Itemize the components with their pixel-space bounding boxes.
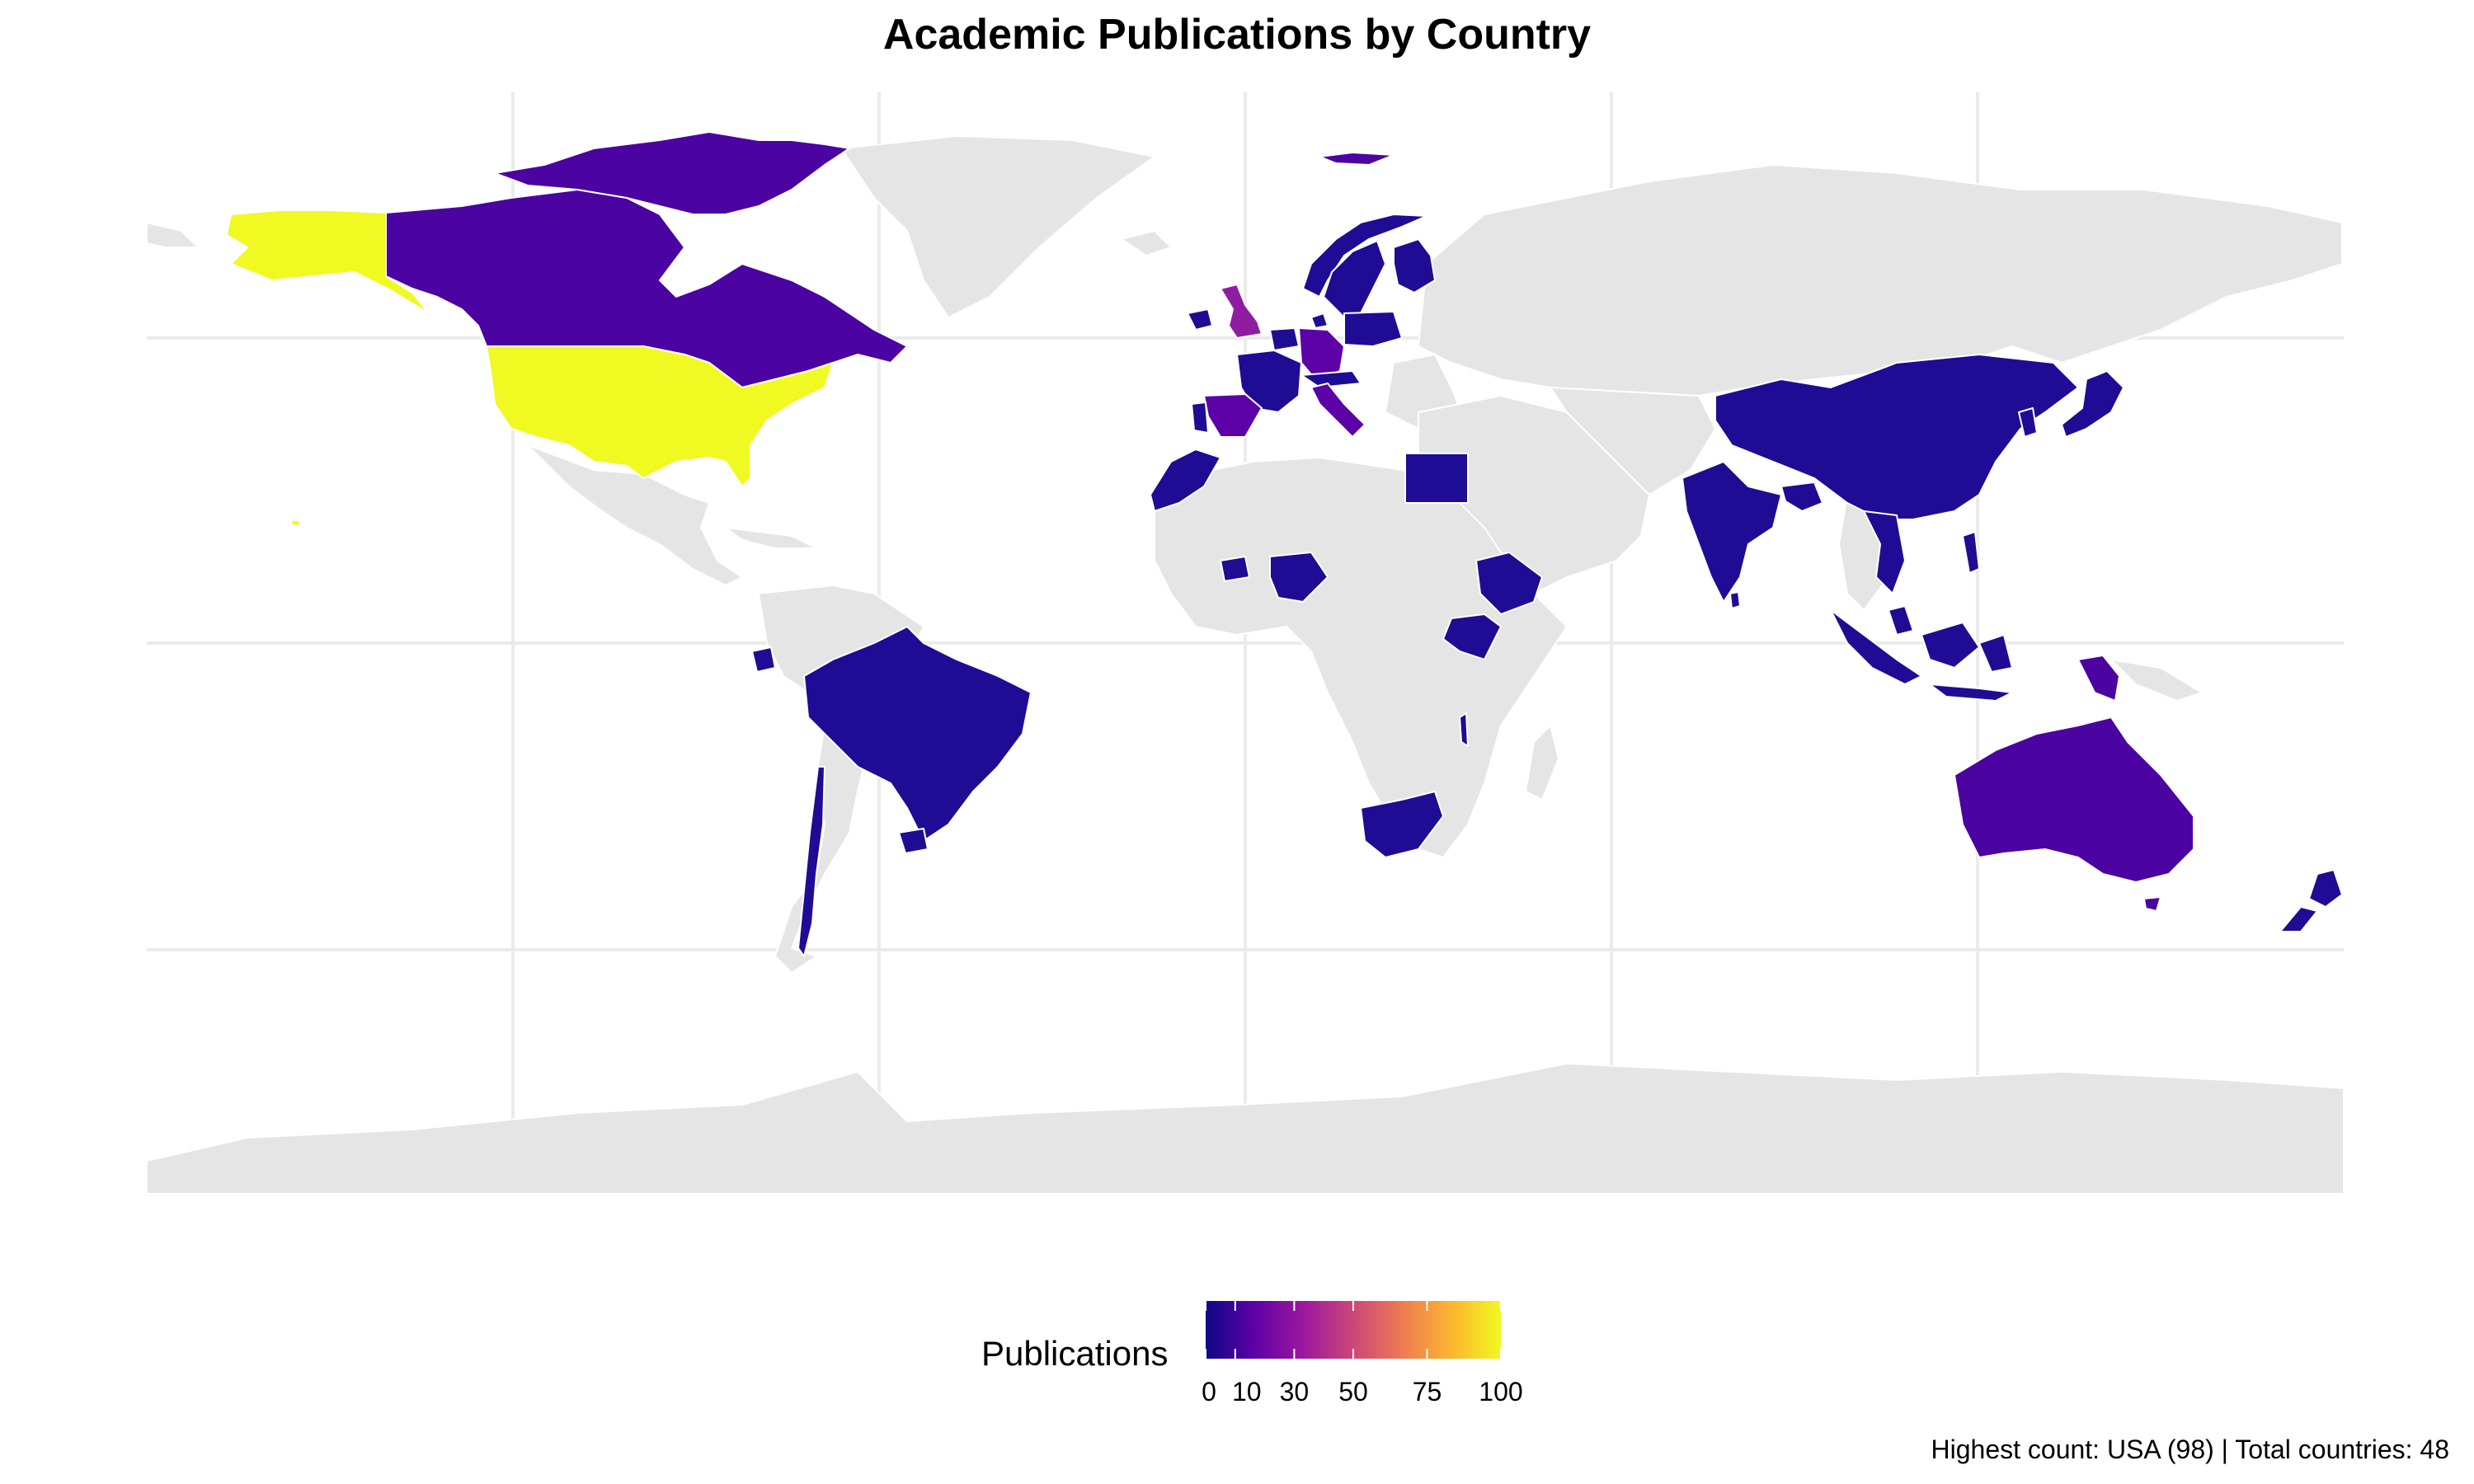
- region-bangladesh-nepal: [1780, 481, 1823, 512]
- region-canada: [385, 189, 908, 388]
- region-china: [1714, 354, 2079, 520]
- region-new-zealand: [2279, 869, 2343, 932]
- legend-tick-label: 75: [1412, 1377, 1442, 1407]
- region-switzerland-austria: [1300, 370, 1362, 388]
- region-papua-new-guinea: [2077, 655, 2120, 702]
- greenland-shape: [840, 135, 1155, 318]
- region-malaysia: [1888, 605, 1914, 636]
- region-france: [1236, 350, 1302, 413]
- africa-grey-shape: [1154, 457, 1568, 858]
- mexico-central-america-shape: [527, 444, 743, 586]
- region-uruguay: [898, 828, 929, 854]
- region-canada-arctic-islands: [494, 131, 850, 215]
- region-italy: [1310, 383, 1366, 438]
- legend-title: Publications: [981, 1334, 1169, 1373]
- region-india: [1681, 461, 1782, 603]
- region-morocco: [1150, 448, 1221, 512]
- new-guinea-shape: [2110, 659, 2203, 702]
- region-hawaii: [289, 519, 302, 527]
- region-portugal: [1191, 402, 1209, 434]
- region-chile: [797, 766, 825, 957]
- region-alaska: [226, 209, 430, 314]
- region-vietnam-thailand: [1863, 510, 1906, 594]
- legend-tick-label: 0: [1202, 1377, 1216, 1407]
- region-ghana: [1220, 556, 1250, 582]
- legend-tick-label: 10: [1232, 1377, 1262, 1407]
- region-ireland: [1187, 308, 1213, 331]
- chart-title: Academic Publications by Country: [882, 11, 1592, 59]
- region-australia: [1954, 716, 2194, 883]
- legend-tick-label: 100: [1479, 1377, 1523, 1407]
- region-nigeria: [1269, 552, 1329, 603]
- region-spain: [1203, 393, 1263, 438]
- region-uk: [1220, 284, 1263, 339]
- legend-colorbar: [1206, 1301, 1501, 1359]
- region-ethiopia: [1475, 552, 1543, 615]
- region-poland: [1343, 311, 1403, 347]
- caribbean-shape: [725, 527, 817, 549]
- region-finland: [1393, 238, 1436, 294]
- madagascar-shape: [1525, 725, 1559, 801]
- region-kenya: [1442, 613, 1502, 660]
- map-caption: Highest count: USA (98) | Total countrie…: [1931, 1435, 2450, 1464]
- antarctica-shape: [146, 1063, 2345, 1195]
- region-philippines: [1962, 531, 1980, 574]
- region-norway: [1302, 214, 1427, 298]
- region-japan: [2061, 370, 2124, 438]
- region-svalbard: [1319, 152, 1395, 166]
- chukotka-shape: [146, 222, 199, 248]
- iceland-shape: [1121, 230, 1172, 256]
- region-sri-lanka: [1729, 591, 1741, 609]
- region-malawi: [1459, 712, 1469, 747]
- region-korea: [2018, 407, 2038, 438]
- central-asia-grey-shape: [1550, 387, 1716, 495]
- region-egypt: [1404, 453, 1469, 504]
- region-tasmania: [2143, 896, 2161, 912]
- region-brazil: [803, 626, 1032, 842]
- legend-tick-label: 50: [1338, 1377, 1368, 1407]
- legend-tick-label: 30: [1279, 1377, 1310, 1407]
- region-south-africa: [1360, 791, 1444, 858]
- region-denmark: [1310, 312, 1329, 329]
- region-usa: [486, 345, 834, 487]
- region-indonesia: [1830, 609, 2013, 702]
- region-ecuador: [751, 646, 776, 673]
- region-netherlands-belgium: [1269, 327, 1300, 351]
